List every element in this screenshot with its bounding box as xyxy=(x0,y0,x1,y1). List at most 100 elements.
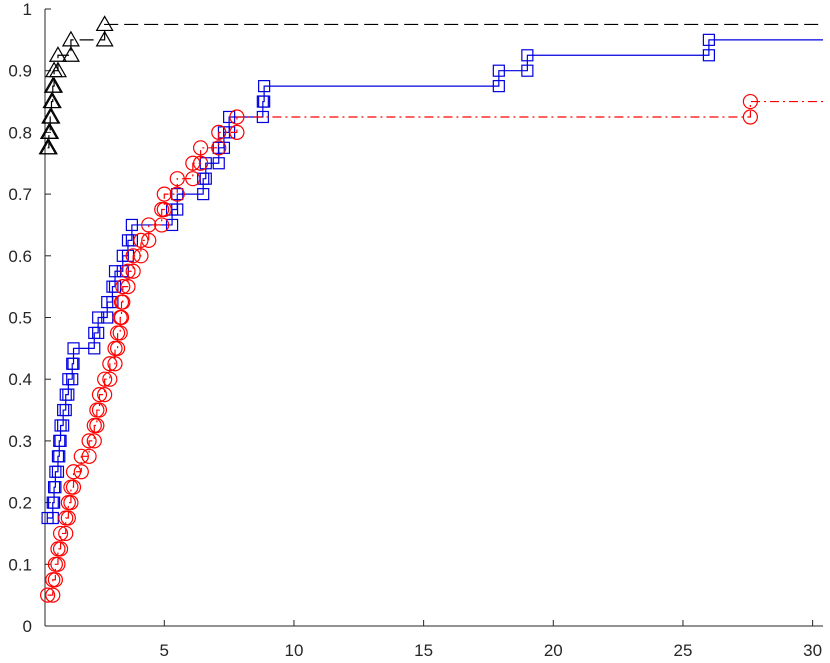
series-circle xyxy=(39,93,823,603)
data-point-marker xyxy=(521,64,534,77)
data-point-marker xyxy=(169,186,185,202)
x-tick-label: 25 xyxy=(673,641,692,660)
data-point-marker xyxy=(73,464,89,480)
data-point-marker xyxy=(702,49,715,62)
data-point-marker xyxy=(229,124,245,140)
data-point-marker xyxy=(95,15,114,32)
y-tick-label: 0.1 xyxy=(8,555,32,574)
data-point-marker xyxy=(92,311,105,324)
data-point-marker xyxy=(211,140,227,156)
data-point-marker xyxy=(165,218,179,232)
data-point-marker xyxy=(133,248,149,264)
data-point-marker xyxy=(193,155,209,171)
data-point-marker xyxy=(57,419,70,432)
data-point-marker xyxy=(50,556,66,572)
y-tick-label: 1 xyxy=(23,0,32,19)
data-point-marker xyxy=(197,188,210,201)
data-point-marker xyxy=(102,371,118,387)
data-point-marker xyxy=(88,342,101,355)
data-point-marker xyxy=(258,80,271,93)
data-point-marker xyxy=(65,479,82,495)
data-point-marker xyxy=(125,234,138,247)
series-line xyxy=(47,39,823,519)
data-point-marker xyxy=(106,295,119,309)
data-point-marker xyxy=(48,46,68,62)
data-point-marker xyxy=(52,541,69,557)
data-point-marker xyxy=(115,279,131,295)
data-point-marker xyxy=(141,232,157,248)
data-point-marker xyxy=(60,510,76,526)
x-tick-label: 10 xyxy=(284,641,303,660)
data-point-marker xyxy=(86,433,102,449)
data-point-marker xyxy=(742,109,758,125)
data-point-marker xyxy=(92,326,105,340)
x-tick-label: 15 xyxy=(414,641,433,660)
data-point-marker xyxy=(120,279,136,295)
data-point-marker xyxy=(742,93,758,110)
series-triangle xyxy=(38,15,823,155)
data-point-marker xyxy=(107,356,123,372)
data-point-marker xyxy=(211,124,227,140)
data-point-marker xyxy=(48,61,68,78)
data-point-marker xyxy=(73,448,89,464)
y-tick-label: 0.8 xyxy=(8,123,32,142)
x-tick-label: 30 xyxy=(803,641,822,660)
data-point-marker xyxy=(63,495,79,511)
data-point-marker xyxy=(97,387,113,403)
y-tick-label: 0.6 xyxy=(8,247,32,266)
data-point-marker xyxy=(59,403,72,417)
data-point-marker xyxy=(156,186,172,202)
data-point-marker xyxy=(102,356,118,372)
data-point-marker xyxy=(62,388,75,401)
data-point-marker xyxy=(45,76,64,93)
data-point-marker xyxy=(67,342,80,355)
data-point-marker xyxy=(120,263,136,279)
data-point-marker xyxy=(156,201,172,218)
data-point-marker xyxy=(113,309,130,326)
data-point-marker xyxy=(154,217,170,233)
data-point-marker xyxy=(193,140,209,156)
series-line xyxy=(47,23,823,149)
data-point-marker xyxy=(43,92,62,109)
x-tick-label: 5 xyxy=(160,641,169,660)
data-point-marker xyxy=(49,481,62,494)
data-point-marker xyxy=(492,80,505,93)
data-point-marker xyxy=(185,171,201,187)
data-point-marker xyxy=(115,294,131,310)
data-point-marker xyxy=(91,387,108,403)
data-point-marker xyxy=(125,218,138,232)
data-point-marker xyxy=(45,587,61,603)
data-point-marker xyxy=(702,33,715,46)
data-point-marker xyxy=(89,417,105,434)
y-tick-label: 0.3 xyxy=(8,432,32,451)
y-tick-label: 0.7 xyxy=(8,185,32,204)
data-point-marker xyxy=(52,525,69,542)
data-point-marker xyxy=(521,49,534,62)
data-point-marker xyxy=(169,171,185,187)
data-point-marker xyxy=(61,30,80,47)
y-tick-label: 0.4 xyxy=(8,370,32,389)
data-point-marker xyxy=(47,496,61,509)
y-tick-label: 0.9 xyxy=(8,62,32,81)
y-tick-label: 0.5 xyxy=(8,309,32,328)
data-point-marker xyxy=(125,263,141,279)
data-point-marker xyxy=(185,155,201,171)
data-point-marker xyxy=(81,448,97,464)
data-point-marker xyxy=(229,109,245,125)
data-point-marker xyxy=(39,138,58,155)
data-point-marker xyxy=(258,95,271,108)
data-point-marker xyxy=(54,434,67,447)
data-point-marker xyxy=(141,217,157,233)
series-square xyxy=(41,33,823,525)
data-point-marker xyxy=(65,464,82,480)
data-point-marker xyxy=(81,433,97,449)
data-point-marker xyxy=(91,402,108,418)
data-point-marker xyxy=(95,30,114,47)
data-point-marker xyxy=(223,110,236,124)
series-layer xyxy=(38,15,823,603)
data-point-marker xyxy=(39,587,56,603)
y-tick-label: 0.2 xyxy=(8,494,32,513)
series-line xyxy=(47,100,823,596)
data-point-marker xyxy=(97,371,113,387)
x-tick-label: 20 xyxy=(544,641,563,660)
